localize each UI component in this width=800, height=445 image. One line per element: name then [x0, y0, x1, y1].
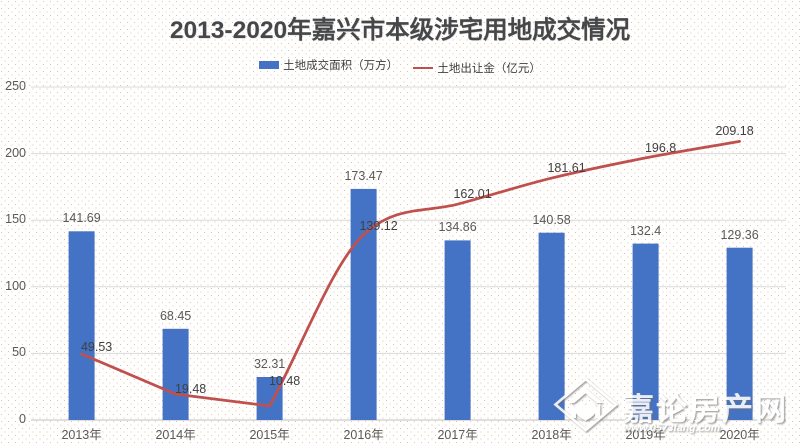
svg-text:www.0573fang.com: www.0573fang.com: [623, 422, 720, 434]
